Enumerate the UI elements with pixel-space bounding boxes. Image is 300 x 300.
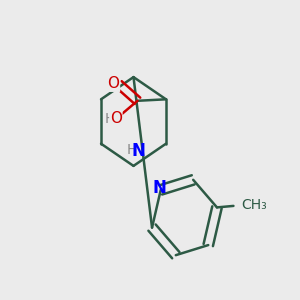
Text: H: H xyxy=(126,143,136,157)
Text: CH₃: CH₃ xyxy=(241,198,267,212)
Text: H: H xyxy=(104,112,115,126)
Text: O: O xyxy=(107,76,119,91)
Text: O: O xyxy=(110,111,122,126)
Text: N: N xyxy=(132,142,146,160)
Text: N: N xyxy=(152,179,166,197)
